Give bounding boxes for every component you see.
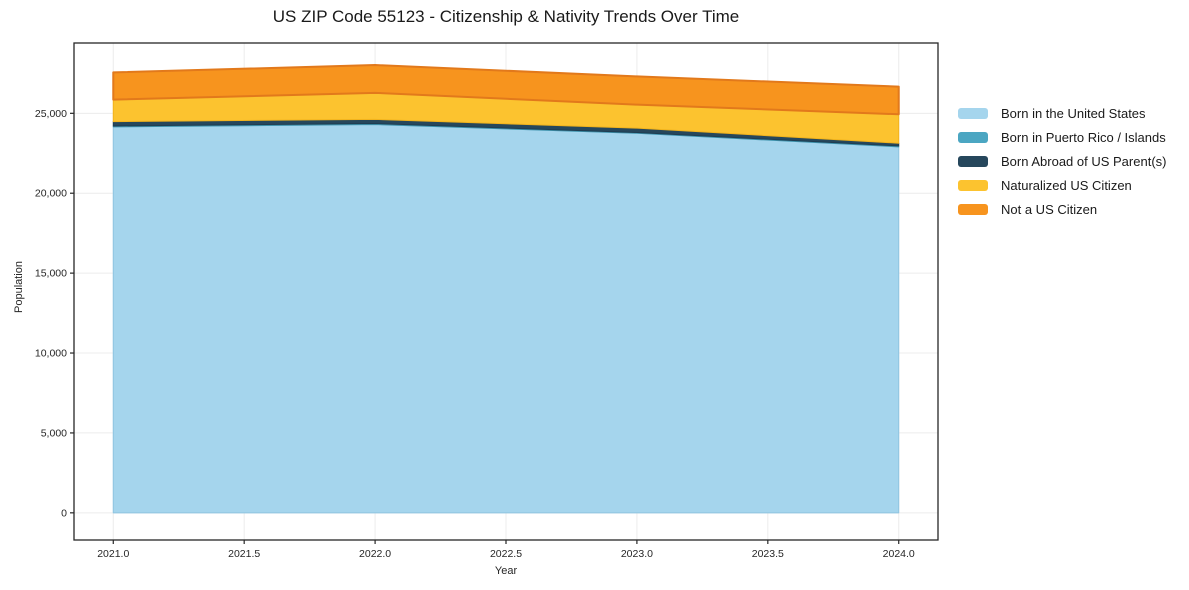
x-tick-label: 2022.5 — [490, 548, 522, 560]
x-axis-label: Year — [494, 565, 518, 577]
legend-item: Born in the United States — [958, 101, 1166, 125]
legend-label: Not a US Citizen — [1001, 201, 1098, 217]
legend-label: Born in the United States — [1001, 105, 1146, 121]
x-tick-label: 2023.5 — [752, 548, 784, 560]
legend-label: Born Abroad of US Parent(s) — [1001, 153, 1167, 169]
y-tick-label: 10,000 — [35, 348, 67, 360]
legend-item: Not a US Citizen — [958, 197, 1166, 221]
legend-swatch-born-abroad — [958, 155, 988, 167]
legend-label: Naturalized US Citizen — [1001, 177, 1132, 193]
legend-swatch-puerto-rico-islands — [958, 131, 988, 143]
y-axis-label: Population — [13, 261, 25, 313]
area-not-a-us-citizen — [112, 64, 900, 116]
legend-item: Naturalized US Citizen — [958, 173, 1166, 197]
y-tick-label: 5,000 — [41, 427, 67, 439]
x-tick-label: 2024.0 — [883, 548, 915, 560]
x-tick-label: 2023.0 — [621, 548, 653, 560]
y-tick-label: 20,000 — [35, 188, 67, 200]
legend-swatch-born-in-us — [958, 107, 988, 119]
chart-title: US ZIP Code 55123 - Citizenship & Nativi… — [272, 7, 740, 26]
x-tick-label: 2021.0 — [97, 548, 129, 560]
legend-label: Born in Puerto Rico / Islands — [1001, 129, 1166, 145]
y-tick-label: 0 — [61, 507, 67, 519]
legend-item: Born in Puerto Rico / Islands — [958, 125, 1166, 149]
y-tick-label: 25,000 — [35, 108, 67, 120]
legend-swatch-naturalized — [958, 179, 988, 191]
x-tick-label: 2022.0 — [359, 548, 391, 560]
legend-swatch-not-citizen — [958, 203, 988, 215]
legend-item: Born Abroad of US Parent(s) — [958, 149, 1166, 173]
y-tick-label: 15,000 — [35, 268, 67, 280]
x-tick-label: 2021.5 — [228, 548, 260, 560]
legend: Born in the United States Born in Puerto… — [958, 101, 1166, 221]
area-born-in-the-united-states — [112, 124, 900, 514]
